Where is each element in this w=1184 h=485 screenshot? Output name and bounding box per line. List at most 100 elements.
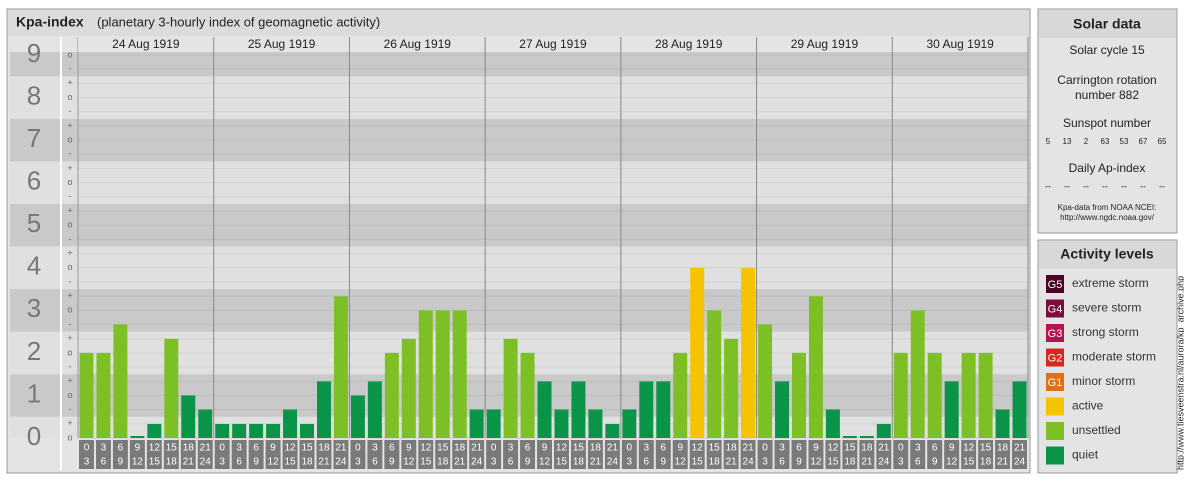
hour-box: [79, 440, 94, 469]
minor-tick-label: -: [69, 404, 72, 414]
hour-box: [452, 440, 468, 469]
y-tick-label: 4: [27, 251, 41, 281]
hour-label: 21: [607, 443, 619, 454]
hour-label: 0: [898, 443, 904, 454]
hour-label: 21: [335, 443, 347, 454]
date-label: 26 Aug 1919: [384, 37, 452, 51]
hour-label: 3: [898, 457, 904, 468]
hour-label: 9: [660, 457, 666, 468]
title-bar: [8, 10, 1029, 36]
bar: [808, 296, 823, 438]
hour-box: [604, 440, 620, 469]
hour-box: [621, 440, 637, 469]
hour-box: [689, 440, 705, 469]
minor-tick-label: -: [69, 191, 72, 201]
hour-label: 12: [946, 457, 958, 468]
hour-label: 24: [743, 457, 755, 468]
hour-box: [95, 440, 111, 469]
y-tick-label: 2: [27, 336, 41, 366]
hour-label: 18: [183, 443, 195, 454]
hour-label: 3: [644, 443, 650, 454]
hour-box: [537, 440, 552, 469]
hour-label: 3: [355, 457, 361, 468]
bar: [893, 352, 908, 438]
hour-label: 15: [301, 443, 313, 454]
solar-title: Solar data: [1073, 16, 1141, 32]
hour-box: [723, 440, 739, 469]
hour-label: 3: [915, 443, 921, 454]
bar: [520, 352, 535, 438]
hour-label: 6: [236, 457, 242, 468]
hour-box: [469, 440, 485, 469]
bar: [283, 409, 298, 438]
hour-label: 12: [539, 457, 551, 468]
hour-label: 12: [149, 443, 161, 454]
minor-tick-label: +: [67, 205, 72, 215]
hour-label: 6: [644, 457, 650, 468]
y-tick-label: 6: [27, 166, 41, 196]
hour-label: 12: [675, 457, 687, 468]
bar: [605, 423, 620, 438]
hour-box: [112, 440, 128, 469]
minor-tick-label: -: [69, 106, 72, 116]
hour-label: 18: [861, 443, 873, 454]
bar: [622, 409, 637, 438]
bar: [215, 423, 230, 438]
hour-label: 21: [861, 457, 873, 468]
bar: [333, 296, 348, 438]
hour-box: [893, 440, 909, 469]
solar-title-bar: [1039, 10, 1176, 38]
hour-label: 9: [118, 457, 124, 468]
bar: [147, 423, 162, 438]
level-swatch: [1046, 446, 1064, 465]
hour-box: [774, 440, 790, 469]
hour-label: 18: [844, 457, 856, 468]
hour-box: [299, 440, 315, 469]
hour-label: 21: [318, 457, 330, 468]
bar: [876, 423, 891, 438]
hour-box: [995, 440, 1011, 469]
bar: [96, 352, 111, 438]
band: [10, 416, 1028, 438]
minor-tick-label: -: [69, 234, 72, 244]
hour-box: [825, 440, 841, 469]
hour-label: 12: [284, 443, 296, 454]
hour-label: 21: [878, 443, 890, 454]
level-code: G2: [1048, 352, 1063, 364]
hour-box: [282, 440, 298, 469]
hour-box: [1012, 440, 1027, 469]
minor-tick-label: +: [67, 333, 72, 343]
hour-label: 3: [101, 443, 107, 454]
level-code: G4: [1048, 303, 1063, 315]
side-url: http://www.tiesveenstra.nl/aurora/kp_arc…: [1175, 276, 1184, 470]
sunspot: 67: [1139, 137, 1148, 146]
hour-label: 6: [932, 443, 938, 454]
level-swatch: [1046, 299, 1064, 318]
hour-box: [910, 440, 926, 469]
solar-panel: [1037, 8, 1178, 234]
date-header: [78, 37, 1028, 52]
bar: [842, 436, 857, 438]
minor-tick-label: +: [67, 78, 72, 88]
hour-box: [791, 440, 807, 469]
hour-box: [146, 440, 162, 469]
hour-label: 9: [406, 443, 412, 454]
hour-label: 21: [454, 457, 466, 468]
hour-label: 9: [949, 443, 955, 454]
bar: [741, 267, 756, 438]
minor-tick-label: +: [67, 376, 72, 386]
hour-label: 3: [219, 457, 225, 468]
solar-cycle: Solar cycle 15: [1069, 43, 1145, 57]
bar: [656, 381, 671, 438]
level-code: G5: [1048, 279, 1063, 291]
hour-label: 21: [183, 457, 195, 468]
hour-label: 9: [135, 443, 141, 454]
hour-label: 6: [389, 443, 395, 454]
ap-value: --: [1083, 181, 1089, 191]
y-tick-label: 0: [27, 421, 41, 451]
hour-box: [163, 440, 179, 469]
hour-label: 3: [372, 443, 378, 454]
hour-label: 0: [219, 443, 225, 454]
hour-box: [706, 440, 722, 469]
minor-tick-label: o: [67, 262, 72, 272]
